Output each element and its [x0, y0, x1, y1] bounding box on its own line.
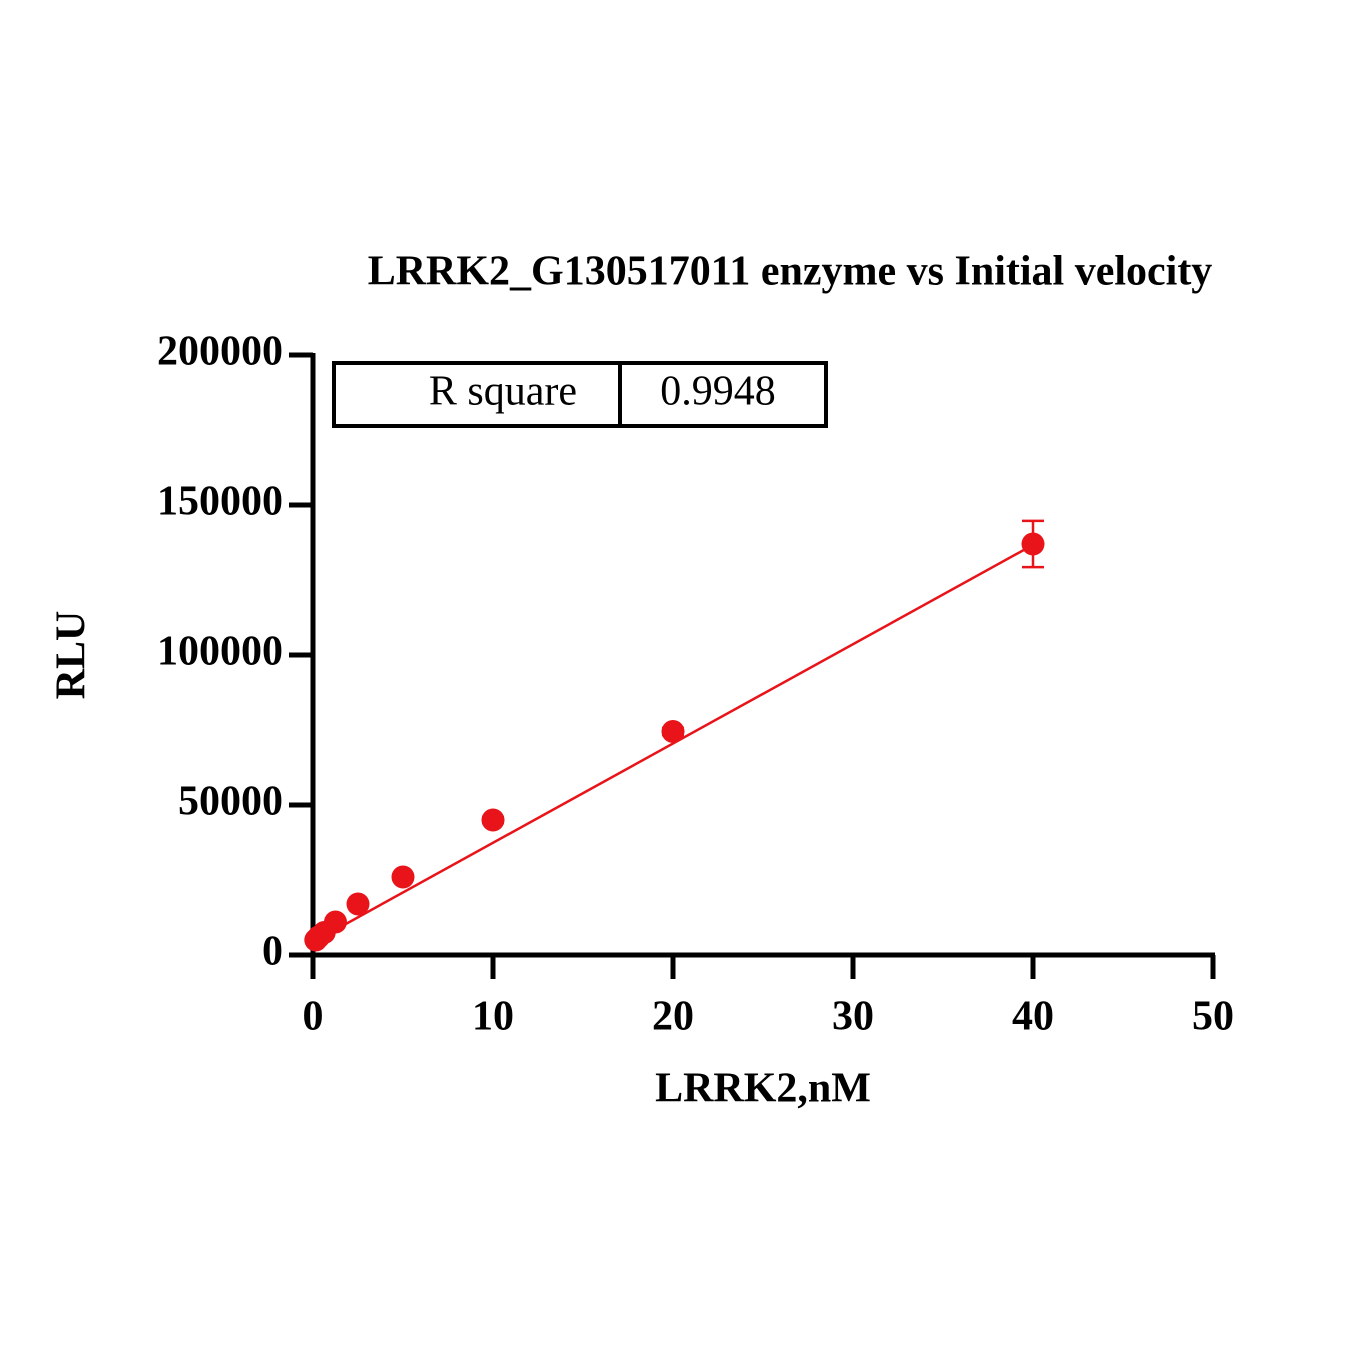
fit-line [312, 543, 1034, 944]
y-tick-label: 50000 [178, 779, 283, 825]
stats-label: R square [429, 369, 577, 415]
stats-box-frame [332, 361, 828, 428]
chart-title: LRRK2_G130517011 enzyme vs Initial veloc… [368, 249, 1213, 295]
data-point [481, 808, 505, 832]
x-tick-label: 40 [1012, 994, 1054, 1040]
x-tick-label: 30 [832, 994, 874, 1040]
y-axis-title: RLU [49, 611, 95, 700]
y-tick-label: 0 [262, 929, 283, 975]
data-point [661, 720, 685, 743]
x-axis-title: LRRK2,nM [655, 1066, 871, 1112]
y-tick-label: 150000 [157, 479, 283, 525]
data-point [324, 910, 347, 934]
data-point [1021, 532, 1045, 556]
y-tick-label: 200000 [157, 329, 283, 375]
x-tick-label: 20 [652, 994, 694, 1040]
stats-value: 0.9948 [660, 369, 776, 415]
x-tick-label: 0 [303, 994, 324, 1040]
y-tick-label: 100000 [157, 629, 283, 675]
x-tick-label: 50 [1192, 994, 1234, 1040]
data-point [346, 892, 370, 916]
x-tick-label: 10 [472, 994, 514, 1040]
data-point [391, 865, 415, 889]
stats-box: R square 0.9948 [332, 361, 828, 428]
